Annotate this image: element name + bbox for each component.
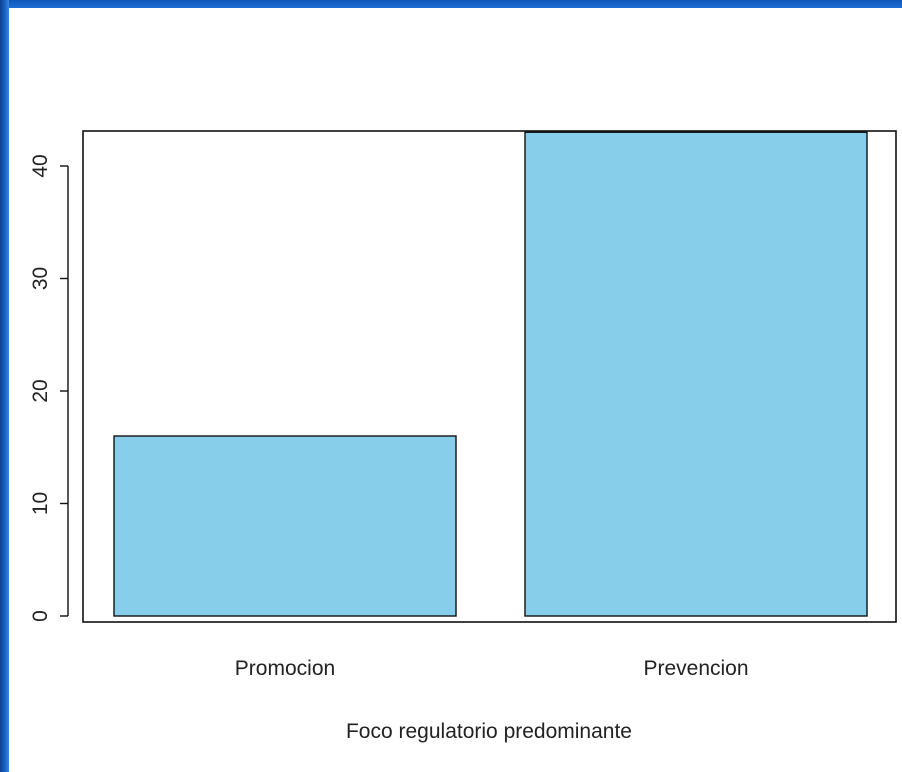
y-tick-label-40: 40: [29, 154, 52, 177]
bar-prevencion: [525, 132, 867, 616]
y-tick-label-0: 0: [29, 610, 52, 622]
x-tick-label-prevencion: Prevencion: [643, 657, 748, 680]
y-tick-label-30: 30: [29, 267, 52, 290]
x-axis-title: Foco regulatorio predominante: [346, 720, 632, 743]
bars-group: [114, 132, 867, 616]
bar-promocion: [114, 436, 456, 616]
x-tick-label-promocion: Promocion: [235, 657, 335, 680]
y-tick-label-20: 20: [29, 379, 52, 402]
x-axis-labels: Promocion Prevencion: [235, 657, 749, 680]
y-tick-label-10: 10: [29, 492, 52, 515]
y-axis: 0 10 20 30 40: [29, 154, 68, 622]
